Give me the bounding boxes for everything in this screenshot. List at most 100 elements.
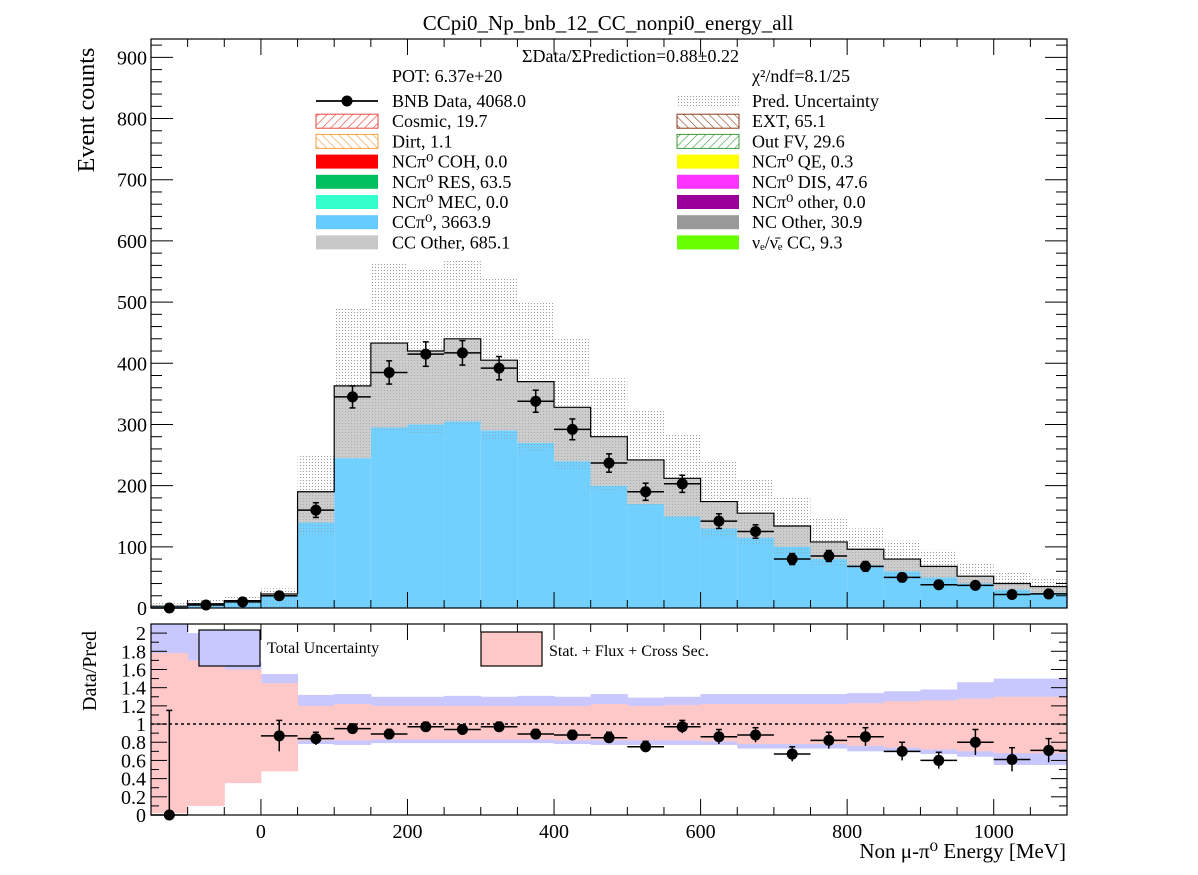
ratio-x-tick-label: 800: [832, 821, 862, 843]
ratio-point: [420, 721, 432, 733]
bottom-y-axis-label: Data/Pred: [79, 631, 101, 711]
ratio-point: [823, 734, 835, 746]
data-point: [896, 571, 908, 583]
data-point: [566, 423, 578, 435]
uncertainty-band-overlay: [993, 572, 1031, 593]
stack-bar: [663, 516, 701, 608]
data-point: [420, 348, 432, 360]
data-point: [273, 590, 285, 602]
stack-bar: [444, 421, 481, 608]
legend-marker: [341, 95, 353, 107]
data-point: [640, 486, 652, 498]
total-uncertainty-legend-swatch: [198, 629, 261, 667]
ratio-y-tick-label: 1.6: [121, 659, 146, 681]
data-point: [859, 560, 871, 572]
data-point: [200, 599, 212, 611]
data-point: [786, 553, 798, 565]
stat-flux-xsec-bin: [993, 696, 1031, 754]
uncertainty-band-overlay: [590, 378, 628, 492]
data-point: [933, 579, 945, 591]
legend-label: Cosmic, 19.7: [392, 111, 488, 131]
prediction-outline: [150, 338, 1068, 608]
legend-swatch: [316, 235, 378, 250]
ratio-point: [530, 728, 542, 740]
y-tick-label: 200: [117, 476, 147, 498]
ratio-point: [603, 732, 615, 744]
legend-label: CC Other, 685.1: [392, 232, 510, 252]
stat-flux-xsec-bin: [224, 669, 262, 784]
legend-label: νₑ/ν̄ₑ CC, 9.3: [752, 232, 843, 252]
bottom-y-axis: 00.20.40.60.811.21.41.61.82: [121, 623, 1067, 827]
uncertainty-band-overlay: [334, 308, 371, 459]
ratio-point: [347, 723, 359, 735]
total-prediction-line: [150, 338, 1068, 608]
stack-bar: [407, 424, 445, 608]
y-tick-label: 500: [117, 292, 147, 314]
y-tick-label: 0: [137, 598, 147, 620]
uncertainty-band-overlay: [883, 540, 921, 577]
data-point: [456, 347, 468, 359]
ratio-point: [566, 729, 578, 741]
bottom-frame: [150, 623, 1068, 816]
stack-bar: [810, 559, 848, 608]
ratio-y-tick-label: 0.6: [121, 750, 146, 772]
stat-flux-xsec-bin: [187, 660, 225, 806]
legend-label: Dirt, 1.1: [392, 131, 453, 151]
ratio-point: [969, 736, 981, 748]
uncertainty-band-overlay: [773, 496, 811, 555]
stack-bar: [700, 528, 738, 608]
y-tick-label: 300: [117, 414, 147, 436]
stacked-prediction: [151, 259, 1067, 608]
data-point: [383, 366, 395, 378]
legend-swatch: [677, 195, 739, 209]
stack-bar: [847, 565, 884, 608]
data-point: [347, 391, 359, 403]
ratio-point: [713, 731, 725, 743]
ratio-point: [1043, 744, 1055, 756]
ratio-point: [310, 733, 322, 745]
ratio-y-tick-label: 2: [136, 623, 146, 645]
legend-swatch: [316, 174, 378, 189]
data-point: [823, 550, 835, 562]
stat-flux-xsec-legend-label: Stat. + Flux + Cross Sec.: [549, 643, 709, 660]
data-point: [603, 457, 615, 469]
stat-flux-xsec-bin: [773, 704, 812, 745]
stack-bar: [297, 522, 335, 608]
y-tick-label: 900: [117, 47, 147, 69]
stack-bar: [627, 503, 664, 608]
data-points: [151, 339, 1067, 614]
stat-flux-xsec-bin: [627, 705, 665, 741]
legend-label: CCπ⁰, 3663.9: [392, 212, 491, 232]
ratio-y-tick-label: 0: [136, 805, 146, 827]
legend-swatch: [316, 195, 378, 209]
ratio-point: [859, 731, 871, 743]
uncertainty-band-overlay: [370, 262, 408, 431]
ratio-y-tick-label: 1.2: [121, 696, 146, 718]
ratio-y-tick-label: 1.8: [121, 641, 146, 663]
total-uncertainty-legend-label: Total Uncertainty: [267, 640, 379, 657]
stack-bar: [480, 430, 518, 608]
ratio-point: [896, 745, 908, 757]
uncertainty-band-overlay: [297, 455, 335, 535]
legend-label: NCπ⁰ QE, 0.3: [752, 152, 853, 172]
y-tick-label: 400: [117, 353, 147, 375]
stat-flux-xsec-legend-swatch: [480, 631, 543, 667]
stack-bar: [554, 461, 591, 608]
legend-swatch: [677, 154, 739, 169]
legend-swatch: [677, 94, 739, 108]
ratio-point: [273, 730, 285, 742]
chi2-text: χ²/ndf=8.1/25: [751, 66, 850, 86]
ratio-x-tick-label: 1000: [974, 821, 1014, 843]
legend-label: NCπ⁰ other, 0.0: [752, 192, 866, 212]
legend-swatch: [676, 133, 740, 149]
data-point: [969, 579, 981, 591]
stack-bar: [737, 537, 774, 608]
y-tick-label: 100: [117, 537, 147, 559]
data-point: [530, 395, 542, 407]
y-tick-label: 800: [117, 109, 147, 131]
legend-swatch: [316, 215, 378, 230]
legend-swatch: [677, 174, 739, 189]
uncertainty-band-overlay: [517, 302, 555, 452]
ratio-y-tick-label: 0.8: [121, 732, 146, 754]
ratio-point: [750, 729, 762, 741]
